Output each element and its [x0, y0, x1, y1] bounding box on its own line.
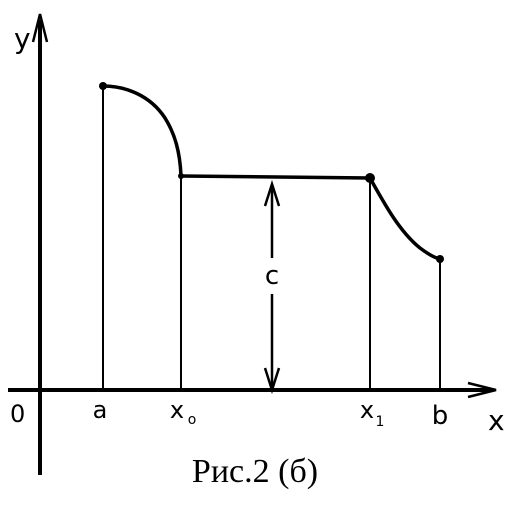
curve-segment-x1-to-b — [368, 177, 441, 261]
point-b — [436, 255, 444, 263]
constant-segment-x0-to-x1 — [180, 174, 371, 180]
point-x1 — [365, 173, 375, 183]
tick-label-a: a — [93, 396, 108, 424]
x-axis-label: x — [488, 404, 505, 437]
tick-label-x0-subscript: o — [188, 412, 197, 428]
curve-segment-a-to-x0 — [102, 84, 183, 177]
tick-label-b: b — [432, 401, 449, 431]
y-axis-label: y — [14, 22, 31, 55]
c-label: c — [265, 261, 279, 291]
c-arrowhead-top — [263, 179, 281, 207]
tick-label-x1-subscript: 1 — [376, 414, 385, 430]
origin-label: 0 — [10, 400, 25, 428]
c-label-gap — [262, 258, 282, 294]
tick-label-x0: x — [170, 396, 184, 424]
tick-label-x1: x — [360, 396, 374, 424]
y-axis-arrowhead — [31, 13, 49, 43]
point-a — [99, 82, 107, 90]
figure-caption: Рис.2 (б) — [192, 453, 318, 490]
c-arrowhead-bottom — [263, 367, 281, 395]
x-axis-arrowhead — [467, 381, 497, 399]
point-x0 — [178, 173, 184, 179]
